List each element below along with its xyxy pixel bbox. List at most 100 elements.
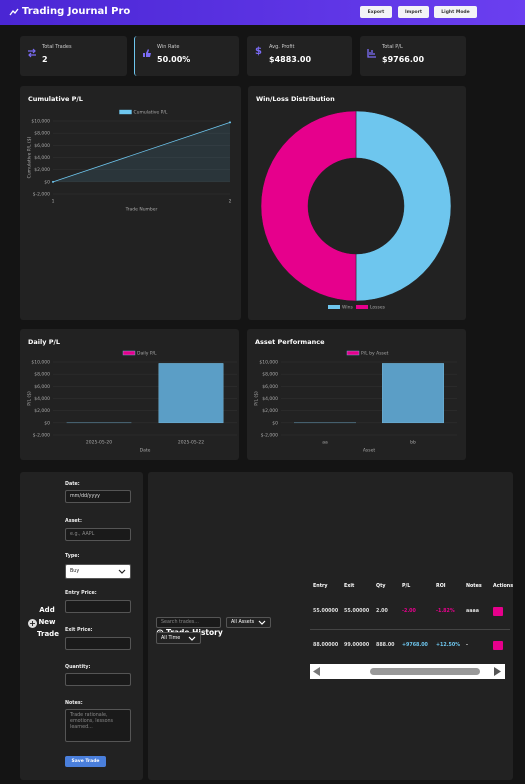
stat-card: $ Avg. Profit $4883.00 [247, 36, 352, 76]
scrollbar[interactable] [310, 664, 505, 679]
x-axis-label: Trade Number [125, 207, 158, 213]
date-input[interactable]: mm/dd/yyyy [65, 490, 131, 503]
stat-value: 2 [42, 55, 48, 64]
scroll-thumb[interactable] [370, 668, 480, 675]
app-header: Trading Journal Pro Export Import Light … [0, 0, 525, 25]
placeholder: e.g., AAPL [70, 532, 95, 537]
add-icon: + [28, 619, 37, 628]
select-value: Buy [70, 569, 80, 574]
point [229, 121, 231, 124]
chevron [188, 636, 196, 641]
delete-button[interactable] [493, 607, 503, 616]
stat-value: $4883.00 [269, 55, 312, 64]
select-value: All Assets [231, 620, 255, 625]
column-header: P/L [402, 584, 411, 589]
bar [381, 363, 444, 424]
doughnut-slice [260, 110, 357, 302]
table-cell: aaaa [466, 609, 479, 614]
stat-icon: $ [255, 46, 262, 57]
stat-card: Win Rate 50.00% [134, 36, 239, 76]
stat-label: Total Trades [42, 44, 72, 50]
stat-icon [28, 48, 36, 58]
table-cell: +12.50% [436, 643, 460, 648]
y-tick-label: $2,000 [262, 408, 278, 414]
y-tick-label: $0 [44, 420, 50, 426]
x-tick-label: bb [410, 440, 416, 446]
chart: Wins Losses [260, 110, 452, 311]
y-axis-label: Cumulative P/L ($) [27, 136, 33, 178]
scroll-right[interactable] [494, 667, 502, 676]
chevron [118, 569, 126, 574]
asset-input[interactable]: e.g., AAPL [65, 528, 131, 541]
y-tick-label: $10,000 [259, 360, 278, 366]
scroll-left[interactable] [313, 667, 321, 676]
stat-icon [367, 49, 376, 58]
x-tick-label: 1 [52, 199, 55, 205]
y-tick-label: $4,000 [34, 396, 50, 402]
save-button[interactable]: Save Trade [65, 756, 106, 767]
field-label: Date: [65, 482, 80, 487]
logo-icon [9, 8, 19, 16]
legend-label: Losses [370, 305, 386, 311]
trade-table: Entry Exit Qty P/L ROI Notes Actions 55.00000 55… [310, 572, 513, 682]
y-tick-label: $-2,000 [33, 192, 51, 198]
y-tick-label: $2,000 [34, 408, 50, 414]
stat-card: Total Trades 2 [20, 36, 127, 76]
stat-value: $9766.00 [382, 55, 425, 64]
table-cell: 888.00 [376, 643, 395, 648]
x-tick-label: 2 [229, 199, 232, 205]
chart-card: Asset Performance $-2,000 $0 $2,000 $4,000 $… [247, 329, 466, 460]
stat-value: 50.00% [157, 55, 191, 64]
column-header: Entry [313, 584, 328, 589]
y-tick-label: $10,000 [31, 360, 50, 366]
quantity-input[interactable] [65, 673, 131, 686]
type-select[interactable]: Buy [65, 564, 131, 579]
x-tick-label: 2025-05-22 [178, 440, 204, 446]
column-header: Exit [344, 584, 355, 589]
table-cell: - [466, 643, 468, 648]
chart-title: Asset Performance [255, 338, 325, 346]
table-cell: 55.00000 [344, 609, 370, 614]
x-tick-label: 2025-05-20 [86, 440, 112, 446]
field-label: Exit Price: [65, 628, 93, 633]
legend-label: Daily P/L [137, 351, 157, 357]
app-title: Trading Journal Pro [22, 6, 131, 17]
bar [158, 363, 224, 424]
y-tick-label: $4,000 [262, 396, 278, 402]
placeholder: mm/dd/yyyy [70, 494, 101, 499]
column-header: Qty [376, 584, 386, 589]
export-button[interactable]: Export [360, 6, 392, 18]
chevron [258, 620, 266, 625]
search-input[interactable]: Search trades... [156, 617, 221, 628]
legend-swatch [122, 350, 136, 356]
import-button[interactable]: Import [398, 6, 429, 18]
chart-card: Win/Loss Distribution Wins Losses [248, 86, 466, 320]
column-header: Notes [466, 584, 482, 589]
doughnut-slice [355, 110, 452, 302]
placeholder: Trade rationale, emotions, lessons learn… [70, 713, 114, 730]
theme-button[interactable]: Light Mode [434, 6, 477, 18]
y-tick-label: $-2,000 [33, 433, 51, 439]
notes-input[interactable]: Trade rationale, emotions, lessons learn… [65, 709, 131, 742]
legend-swatch [328, 305, 340, 309]
form-title: Add New Trade [37, 606, 59, 638]
x-axis-label: Asset [363, 448, 376, 454]
stat-label: Total P/L [382, 44, 403, 50]
row-divider [310, 629, 510, 630]
asset-filter[interactable]: All Assets [226, 617, 271, 628]
time-filter[interactable]: All Time [156, 632, 201, 644]
y-tick-label: $-2,000 [261, 433, 279, 439]
chart-title: Win/Loss Distribution [256, 95, 335, 103]
y-tick-label: $8,000 [262, 372, 278, 378]
entry-input[interactable] [65, 600, 131, 613]
legend-swatch [356, 305, 368, 309]
trade-history: Trade History Search trades... All Asset… [148, 472, 513, 780]
exit-input[interactable] [65, 637, 131, 650]
stat-icon [143, 49, 151, 57]
delete-button[interactable] [493, 641, 503, 650]
y-tick-label: $0 [44, 179, 50, 185]
y-tick-label: $6,000 [34, 143, 50, 149]
y-tick-label: $10,000 [31, 119, 50, 125]
field-label: Entry Price: [65, 591, 97, 596]
